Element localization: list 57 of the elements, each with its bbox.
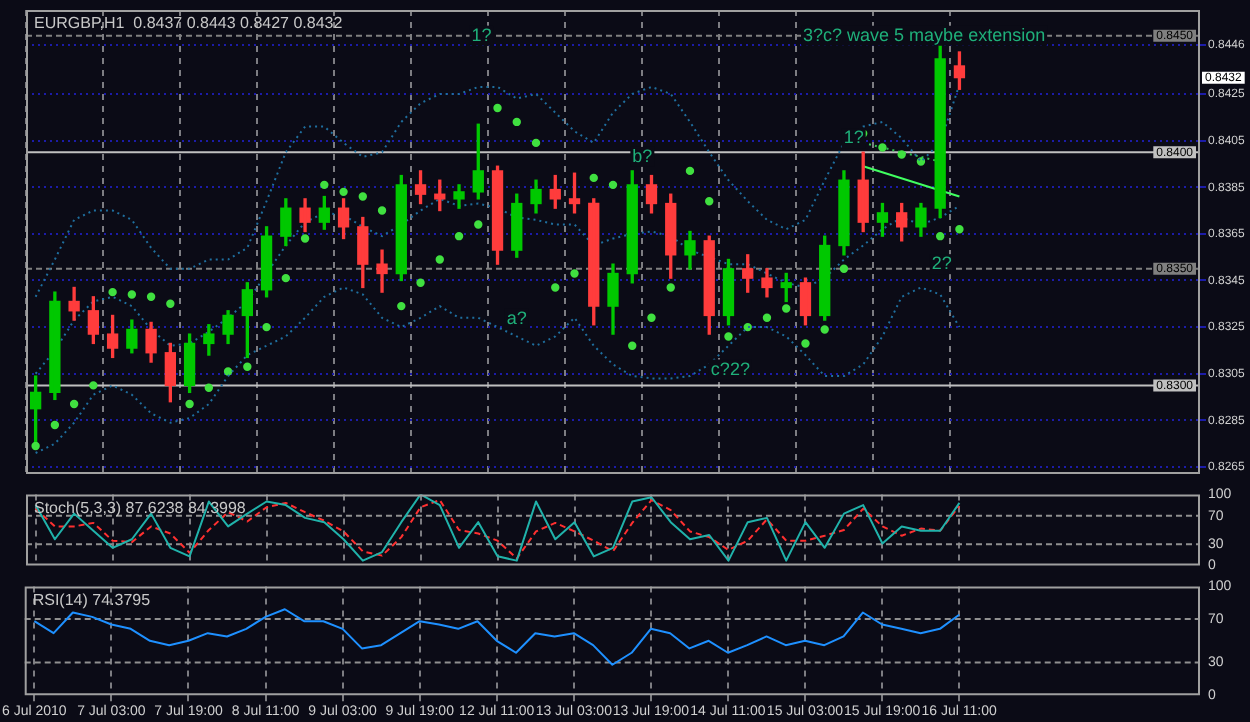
point [762,313,772,322]
point [50,420,60,430]
point [782,304,791,313]
point [204,383,214,392]
point [666,283,675,292]
annotation: 1? [471,24,492,45]
line-series [34,286,961,455]
point [358,192,367,201]
point [454,231,464,241]
point [166,299,175,308]
point [262,322,271,332]
annotation: b? [632,145,653,166]
point [801,339,810,348]
point [820,325,829,334]
point [955,224,964,234]
point [608,180,618,190]
point [320,180,329,190]
annotation: 2? [931,253,952,274]
point [185,399,194,409]
point [512,117,521,127]
point [146,292,156,301]
point [31,441,40,451]
point [647,313,656,322]
point [243,362,252,371]
point [377,206,387,215]
point [531,138,541,148]
point [108,287,117,297]
point [589,173,598,183]
point [397,301,406,311]
point [839,264,849,274]
point [493,103,502,113]
annotation: 3?c? wave 5 maybe extension [803,24,1046,45]
point [416,278,425,287]
annotation: c?2? [710,358,750,379]
point [551,283,560,292]
point [628,341,637,350]
point [435,255,444,264]
point [69,399,79,409]
point [878,143,887,152]
point [127,290,137,299]
point [897,150,906,159]
chart-title: RSI(14) 74.3795 [32,590,152,609]
point [685,166,695,176]
point [570,269,579,278]
annotation: 1? [843,127,864,148]
point [724,332,733,341]
point [705,197,714,206]
point [300,234,310,243]
chart-title: EURGBP,H1 0.8437 0.8443 0.8427 0.8432 [34,14,344,33]
point [223,367,233,376]
line-series [34,83,961,298]
point [339,187,348,197]
point [474,220,483,229]
point [281,273,291,283]
point [935,231,945,241]
point [89,381,98,390]
annotation: a? [506,307,527,328]
